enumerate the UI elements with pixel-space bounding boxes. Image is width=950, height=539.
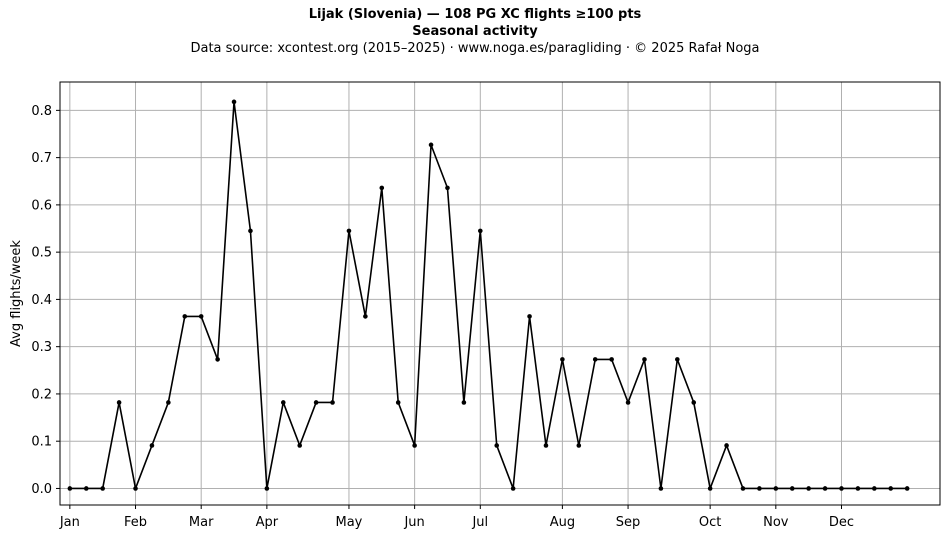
data-point: [116, 400, 122, 405]
data-point: [395, 400, 401, 405]
data-point: [707, 486, 713, 491]
chart-source: Data source: xcontest.org (2015–2025) · …: [190, 41, 760, 56]
data-point: [888, 486, 894, 491]
y-tick-label: 0.5: [31, 246, 52, 261]
data-point: [477, 228, 483, 234]
data-point: [379, 185, 385, 191]
data-point: [904, 486, 910, 491]
data-point: [198, 314, 204, 319]
grid: [60, 82, 940, 505]
data-point: [248, 228, 253, 234]
data-point: [855, 486, 861, 491]
data-point: [231, 99, 237, 105]
x-tick-label: Aug: [550, 515, 575, 530]
data-point: [576, 443, 582, 448]
data-point: [182, 314, 188, 319]
x-tick-label: Jan: [59, 515, 80, 530]
x-tick-label: Jun: [403, 515, 424, 530]
data-point: [412, 443, 417, 448]
data-point: [264, 486, 270, 491]
data-point: [445, 185, 450, 191]
data-point: [67, 486, 73, 491]
x-tick-label: Dec: [829, 515, 854, 530]
data-point: [133, 486, 138, 491]
data-point: [297, 443, 303, 448]
data-point: [872, 486, 877, 491]
data-point: [346, 228, 352, 234]
data-point: [428, 142, 434, 148]
data-point: [839, 486, 844, 491]
chart-subtitle: Seasonal activity: [412, 24, 538, 39]
x-tick-label: Feb: [124, 515, 147, 530]
y-tick-label: 0.6: [31, 198, 52, 213]
series-line-group: [69, 101, 908, 490]
data-point: [527, 314, 532, 319]
series-line: [69, 101, 908, 490]
data-point: [280, 400, 286, 405]
data-point: [658, 486, 664, 491]
data-point: [642, 357, 647, 362]
data-point: [724, 443, 729, 448]
data-point: [149, 443, 155, 448]
data-point: [757, 486, 762, 491]
data-point: [494, 443, 500, 448]
x-tick-label: Sep: [616, 515, 641, 530]
y-axis-label: Avg flights/week: [9, 240, 24, 347]
data-point: [592, 357, 598, 362]
data-point: [166, 400, 171, 405]
data-point: [609, 357, 614, 362]
data-point: [510, 486, 516, 491]
data-point: [806, 486, 811, 491]
x-tick-label: Apr: [256, 515, 279, 530]
y-axis: 0.0 0.1 0.2 0.3 0.4 0.5 0.6 0.7 0.8: [31, 104, 60, 497]
data-point: [83, 486, 89, 491]
data-point: [740, 486, 746, 491]
y-tick-label: 0.8: [31, 104, 52, 119]
chart-title: Lijak (Slovenia) — 108 PG XC flights ≥10…: [308, 7, 642, 22]
data-point: [215, 357, 220, 362]
plot-frame: [59, 81, 941, 506]
x-tick-label: Oct: [699, 515, 721, 530]
x-tick-label: Nov: [763, 515, 789, 530]
y-tick-label: 0.3: [31, 340, 52, 355]
y-tick-label: 0.7: [31, 151, 52, 166]
data-point-group: [67, 99, 910, 491]
y-tick-label: 0.0: [31, 482, 52, 497]
data-point: [560, 357, 565, 362]
y-tick-label: 0.4: [31, 293, 52, 308]
data-point: [789, 486, 795, 491]
title-block: Lijak (Slovenia) — 108 PG XC flights ≥10…: [0, 6, 950, 58]
data-point: [330, 400, 335, 405]
data-point: [543, 443, 549, 448]
data-point: [675, 357, 680, 362]
data-point: [313, 400, 319, 405]
data-point: [363, 314, 368, 319]
data-point: [773, 486, 779, 491]
x-tick-label: Jul: [471, 515, 488, 530]
data-point: [625, 400, 631, 405]
data-point: [822, 486, 828, 491]
x-tick-label: May: [336, 515, 363, 530]
data-point: [100, 486, 105, 491]
data-point: [691, 400, 697, 405]
data-point: [461, 400, 467, 405]
x-axis: Jan Feb Mar Apr May Jun Jul Aug Sep Oct Nov Dec: [59, 505, 854, 530]
y-tick-label: 0.1: [31, 435, 52, 450]
y-tick-label: 0.2: [31, 387, 52, 402]
x-tick-label: Mar: [189, 515, 214, 530]
